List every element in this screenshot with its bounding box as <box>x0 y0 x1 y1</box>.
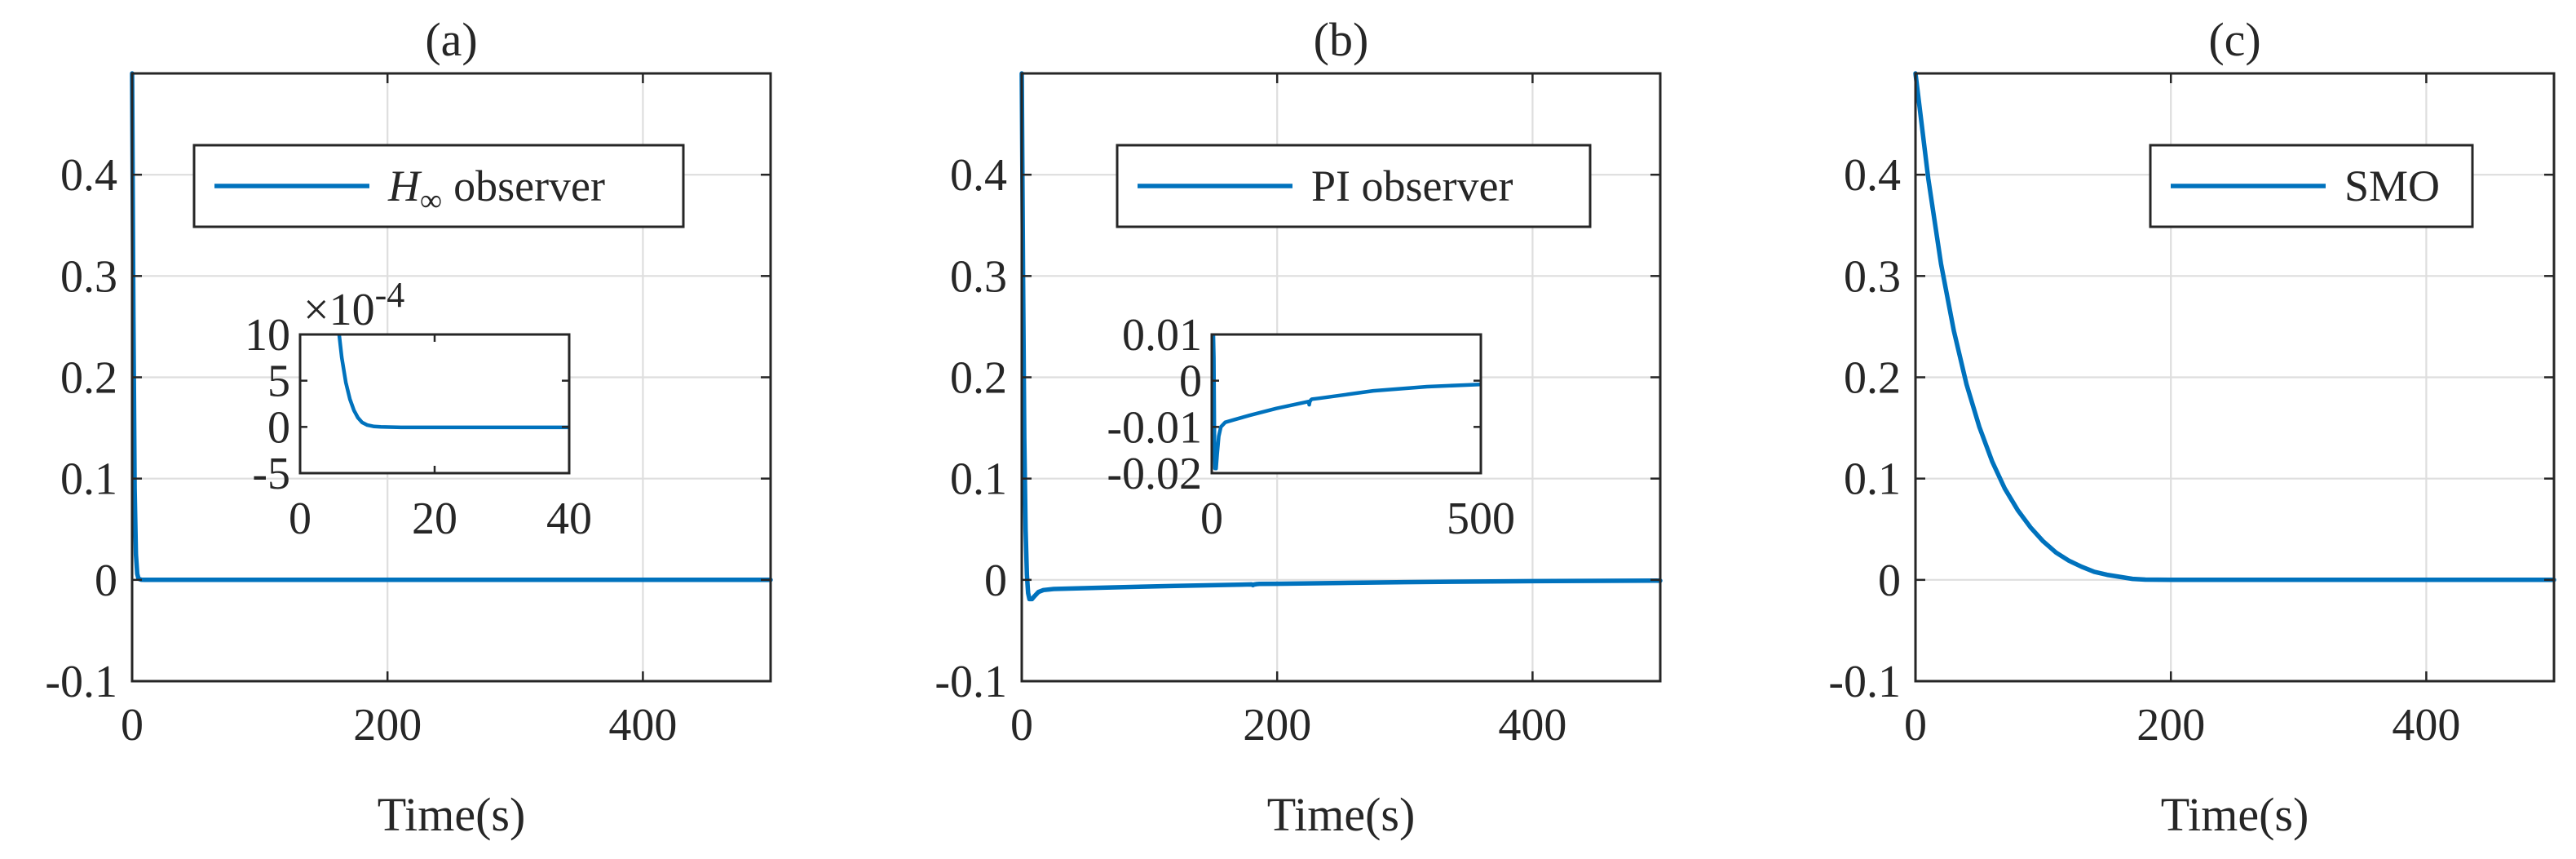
panel-title: (b) <box>1314 13 1369 66</box>
inset-background <box>300 334 569 473</box>
series-line <box>130 71 773 582</box>
inset-exponent-label: ×10-4 <box>303 275 404 335</box>
x-tick-label: 200 <box>2136 700 2205 751</box>
x-tick-label: 0 <box>1010 700 1033 751</box>
inset-x-tick-label: 20 <box>412 494 457 544</box>
inset-y-tick-label: -0.01 <box>1107 402 1202 453</box>
y-tick-label: 0.3 <box>950 251 1007 302</box>
inset-background <box>1212 334 1481 473</box>
legend-label: H∞ observer <box>387 162 605 218</box>
x-tick-label: 200 <box>353 700 422 751</box>
legend-math-sub: ∞ <box>420 184 442 218</box>
inset-x-tick-label: 0 <box>289 494 312 544</box>
x-axis-label: Time(s) <box>1267 788 1416 841</box>
inset-exponent-base: ×10 <box>303 285 375 335</box>
inset-x-tick-label: 40 <box>546 494 592 544</box>
legend-label: SMO <box>2344 162 2440 210</box>
inset-y-tick-label: 0 <box>267 402 290 453</box>
inset-y-tick-label: 5 <box>267 356 290 407</box>
inset-frame <box>1210 333 1482 475</box>
y-tick-label: 0 <box>1878 556 1901 606</box>
x-tick-label: 400 <box>2392 700 2460 751</box>
y-tick-label: 0.4 <box>1844 150 1901 201</box>
inset-x-tick-label: 500 <box>1447 494 1515 544</box>
y-tick-label: 0 <box>95 556 117 606</box>
y-tick-label: -0.1 <box>45 657 117 707</box>
chart-panel-3: 0 200 400-0.100.10.20.30.4(c)Time(s)SMO <box>1828 13 2556 841</box>
inset-y-tick-label: -0.02 <box>1107 449 1202 499</box>
series-line <box>1019 71 1663 602</box>
y-tick-label: 0.1 <box>60 454 117 505</box>
y-tick-label: 0.2 <box>950 353 1007 404</box>
y-tick-label: -0.1 <box>935 657 1007 707</box>
chart-panel-2: 0 200 400-0.100.10.20.30.4(b)Time(s)PI obs… <box>935 13 1663 841</box>
y-tick-label: 0.2 <box>1844 353 1901 404</box>
inset-series-line <box>337 334 569 430</box>
inset-series-line <box>1212 334 1481 471</box>
x-tick-label: 400 <box>1498 700 1566 751</box>
inset-y-tick-label: 0.01 <box>1122 310 1202 361</box>
x-tick-label: 400 <box>608 700 677 751</box>
series-line <box>1913 71 2556 582</box>
x-axis-label: Time(s) <box>378 788 526 841</box>
y-tick-label: 0.3 <box>60 251 117 302</box>
x-tick-label: 0 <box>1904 700 1927 751</box>
panel-title: (a) <box>425 13 477 66</box>
x-tick-label: 200 <box>1243 700 1311 751</box>
y-tick-label: 0.1 <box>1844 454 1901 505</box>
y-tick-label: 0.3 <box>1844 251 1901 302</box>
inset-x-tick-label: 0 <box>1200 494 1223 544</box>
legend-label: PI observer <box>1311 162 1513 210</box>
chart-panel-1: 0 200 400-0.100.10.20.30.4(a)Time(s)H∞ obse… <box>45 13 773 841</box>
y-tick-label: -0.1 <box>1828 657 1901 707</box>
x-tick-label: 0 <box>121 700 144 751</box>
y-tick-label: 0 <box>984 556 1007 606</box>
y-tick-label: 0.4 <box>950 150 1007 201</box>
inset-y-tick-label: 10 <box>245 310 290 361</box>
x-axis-label: Time(s) <box>2161 788 2309 841</box>
panel-title: (c) <box>2208 13 2260 66</box>
inset-exponent-power: -4 <box>375 275 405 315</box>
inset-y-tick-label: 0 <box>1179 356 1202 407</box>
legend-math-base: H <box>387 162 422 210</box>
y-tick-label: 0.2 <box>60 353 117 404</box>
inset-y-tick-label: -5 <box>252 449 290 499</box>
y-tick-label: 0.1 <box>950 454 1007 505</box>
y-tick-label: 0.4 <box>60 150 117 201</box>
legend-text-rest: observer <box>453 162 605 210</box>
